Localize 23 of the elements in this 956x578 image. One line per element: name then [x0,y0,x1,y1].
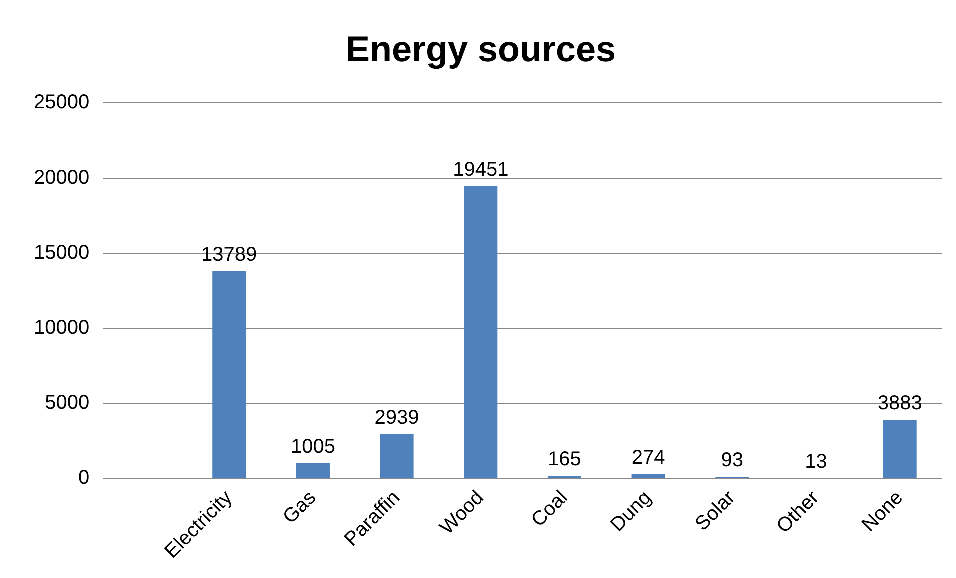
bar [883,420,917,478]
chart-title: Energy sources [346,28,616,70]
y-tick-label: 5000 [45,392,90,414]
data-label: 93 [721,450,744,472]
bar [212,272,246,478]
data-label: 13789 [202,244,258,266]
bar [464,186,498,478]
y-tick-label: 20000 [34,166,90,189]
data-label: 1005 [290,436,336,458]
data-label: 19451 [453,159,509,182]
bar [632,474,666,478]
data-label: 165 [548,448,582,471]
data-label: 3883 [878,392,922,415]
data-label: 13 [805,450,828,473]
data-label: 274 [632,446,666,469]
y-tick-label: 25000 [34,92,90,114]
x-tick-label: Gas [279,486,321,528]
data-label: 2939 [374,406,420,429]
y-tick-label: 10000 [34,316,90,339]
y-tick-label: 0 [78,467,90,490]
y-tick-label: 15000 [34,242,90,264]
bar [296,463,330,478]
bar [380,434,414,478]
